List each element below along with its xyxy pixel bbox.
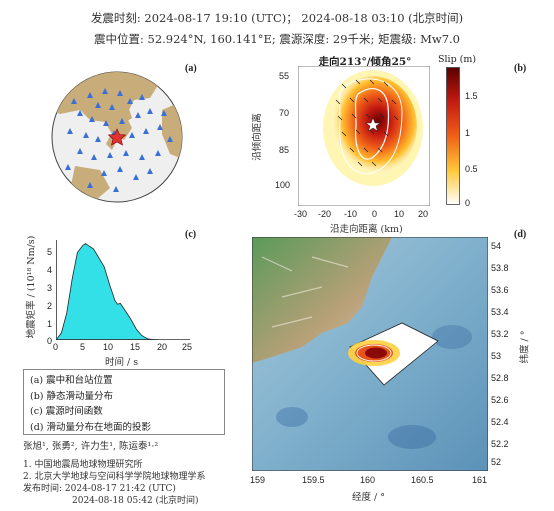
authors: 张旭¹, 张勇², 许力生¹, 陈运泰¹·² [23, 441, 159, 452]
legend-item: (c) 震源时间函数 [30, 406, 103, 417]
dip-value: 25° [391, 56, 412, 68]
b-xtick: 20 [418, 209, 429, 219]
c-xtick: 5 [80, 342, 86, 352]
d-lon-tick: 159.5 [302, 475, 325, 485]
d-lat-tick: 53.4 [491, 307, 509, 317]
d-lat-tick: 53.8 [491, 263, 509, 273]
globe-map [51, 71, 183, 203]
c-ytick: 1 [47, 319, 53, 329]
c-xtick: 15 [130, 342, 141, 352]
publish-time: 发布时间: 2024-08-17 21:42 (UTC) [23, 484, 176, 494]
stations [65, 88, 173, 192]
panel-legend: (a) 震中和台站位置 (b) 静态滑动量分布 (c) 震源时间函数 (d) 滑… [23, 369, 225, 435]
slip-projection [348, 322, 439, 386]
slip-map [298, 66, 430, 206]
panel-a-label: (a) [185, 63, 197, 74]
b-xtick: 0 [372, 209, 378, 219]
c-xtick: 20 [157, 342, 168, 352]
stf-chart [56, 240, 190, 340]
panel-b-label: (b) [514, 63, 527, 74]
slip-colorbar [446, 67, 460, 205]
c-xtick: 10 [103, 342, 114, 352]
slip-title-prefix: 走向 [318, 56, 340, 68]
d-lat-tick: 52.4 [491, 417, 509, 427]
epicenter-info: 震中位置: 52.924°N, 160.141°E; 震源深度: 29千米; 矩… [93, 32, 461, 46]
b-ylabel: 沿倾向距离 [251, 113, 263, 161]
origin-time: 发震时刻: 2024-08-17 19:10 (UTC)； 2024-08-18… [90, 11, 464, 25]
b-ytick: 55 [279, 71, 290, 81]
d-lat-tick: 52.2 [491, 439, 509, 449]
b-xlabel: 沿走向距离 (km) [330, 224, 403, 235]
cb-tick: 0 [465, 198, 471, 208]
legend-item: (b) 静态滑动量分布 [30, 390, 114, 402]
cb-tick: 1.5 [465, 91, 478, 101]
d-lat-tick: 53 [491, 351, 502, 361]
c-ytick: 4 [47, 265, 53, 275]
b-xtick: -20 [318, 209, 332, 219]
d-lat-tick: 53.6 [491, 285, 509, 295]
b-xtick: 10 [394, 209, 405, 219]
c-ytick: 2 [47, 301, 53, 311]
d-lat-tick: 53.2 [491, 329, 509, 339]
slip-vectors [335, 79, 399, 167]
legend-item: (d) 滑动量分布在地面的投影 [30, 421, 152, 433]
c-ytick: 0 [47, 336, 53, 346]
d-lat-tick: 52.6 [491, 395, 509, 405]
legend-item: (a) 震中和台站位置 [30, 375, 113, 386]
b-ytick: 85 [279, 145, 290, 155]
c-xlabel: 时间 / s [105, 357, 139, 368]
c-ytick: 5 [47, 247, 53, 257]
hypocenter-star-icon [365, 117, 381, 132]
d-lon-tick: 160 [360, 475, 376, 485]
publish-time-bj: 2024-08-18 05:42 (北京时间) [72, 496, 199, 506]
d-ylabel: 纬度 / ° [519, 330, 531, 364]
c-xtick: 0 [53, 342, 59, 352]
d-lon-tick: 159 [250, 475, 266, 485]
epicenter-star-icon [107, 128, 127, 146]
b-ytick: 70 [279, 108, 290, 118]
d-lon-tick: 160.5 [411, 475, 434, 485]
d-lat-tick: 52.8 [491, 373, 509, 383]
terrain-map [252, 237, 488, 471]
c-ytick: 3 [47, 283, 53, 293]
slip-title-mid: /倾角 [366, 56, 392, 68]
c-ylabel: 地震矩率 / (10¹⁸ Nm/s) [26, 235, 37, 339]
strike-value: 213° [339, 56, 367, 68]
slip-title: 走向213°/倾角25° [300, 54, 430, 69]
stf-area [56, 243, 158, 340]
b-xtick: -30 [294, 209, 308, 219]
d-xlabel: 经度 / ° [352, 492, 385, 503]
affiliation-1: 1. 中国地震局地球物理研究所 [23, 460, 143, 470]
b-xtick: -10 [344, 209, 358, 219]
d-lon-tick: 161 [472, 475, 488, 485]
panel-d-label: (d) [514, 229, 527, 240]
colorbar-label: Slip (m) [438, 54, 477, 65]
c-xtick: 25 [182, 342, 193, 352]
cb-tick: 0.5 [465, 164, 478, 174]
d-lat-tick: 52 [491, 457, 502, 467]
b-ytick: 100 [275, 180, 291, 190]
cb-tick: 1 [465, 128, 471, 138]
d-lat-tick: 54 [491, 241, 502, 251]
panel-c-label: (c) [185, 229, 197, 240]
affiliation-2: 2. 北京大学地球与空间科学学院地球物理学系 [23, 472, 206, 482]
